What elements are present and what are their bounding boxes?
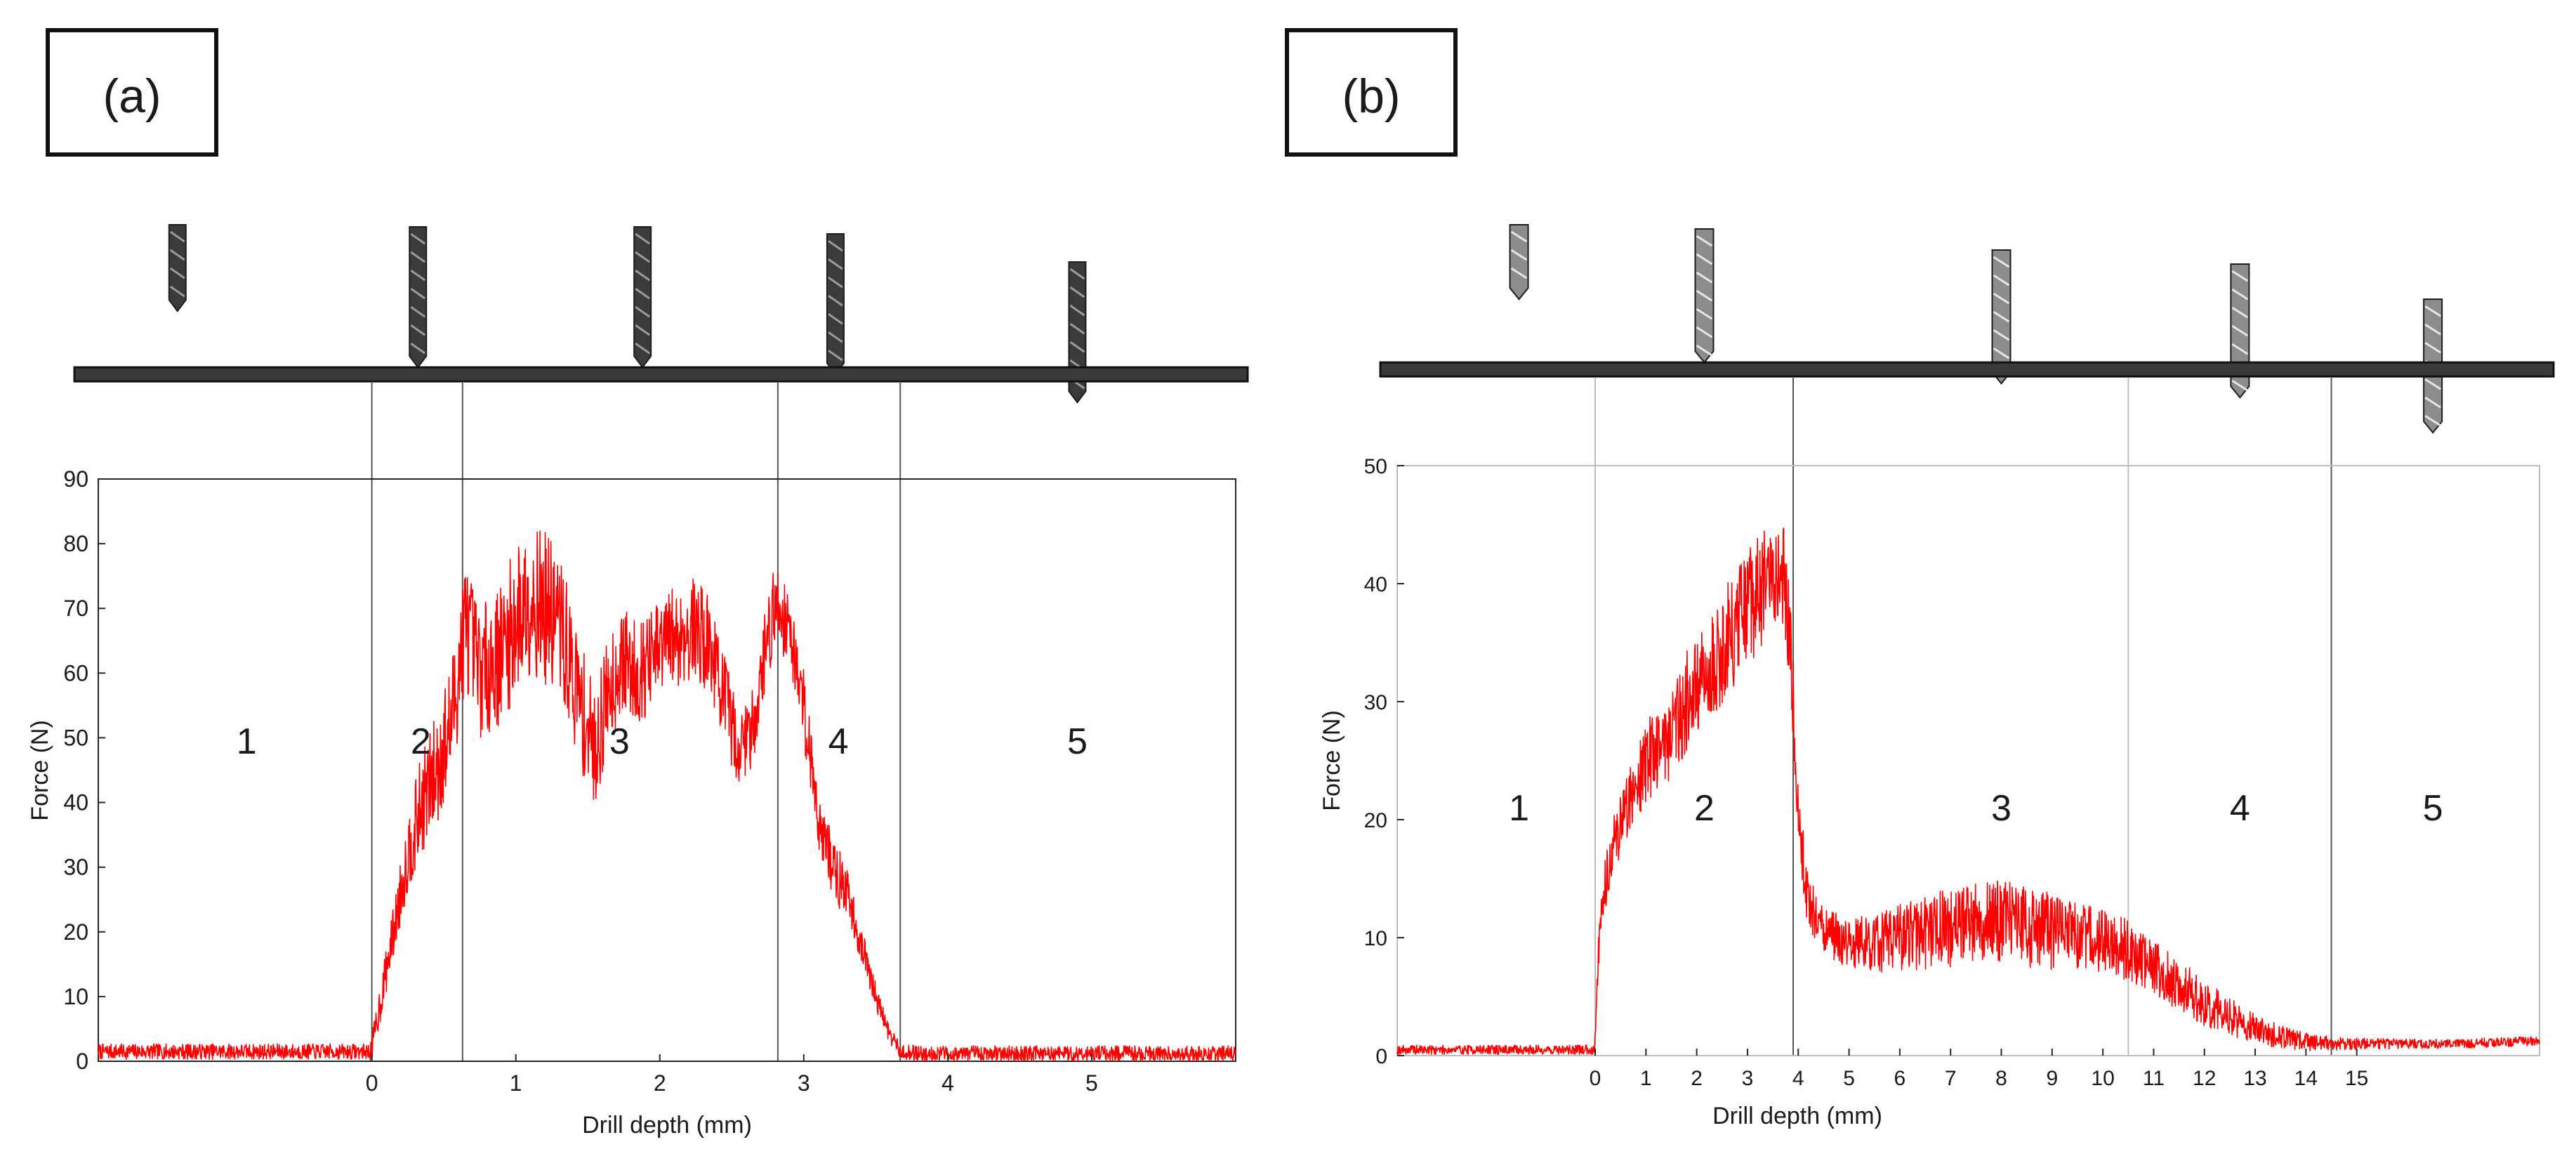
x-tick-label: 2 (1691, 1067, 1703, 1090)
stage-label: 4 (2230, 788, 2250, 829)
workpiece-plate-icon (73, 366, 1249, 383)
stage-label: 2 (1694, 788, 1715, 829)
stage-label: 2 (411, 721, 431, 762)
x-axis-label-a: Drill depth (mm) (582, 1112, 752, 1139)
y-tick-label: 50 (63, 725, 88, 750)
drill-bit-icon (1694, 228, 1715, 364)
x-tick-label: 12 (2193, 1067, 2216, 1090)
force-trace-line (98, 530, 1236, 1062)
workpiece-plate-icon (1379, 361, 2555, 378)
x-tick-label: 0 (1590, 1067, 1601, 1090)
x-tick-label: 15 (2345, 1067, 2368, 1090)
x-axis-ticks-b: 0 1 2 3 4 5 6 7 8 9 10 11 12 13 14 15 (1590, 1049, 2368, 1090)
plot-area-b (1396, 465, 2540, 1056)
x-tick-label: 5 (1843, 1067, 1855, 1090)
y-tick-label: 70 (63, 596, 88, 621)
drill-bit-icon (168, 224, 187, 313)
y-tick-label: 30 (63, 855, 88, 880)
panel-b-label-box (1285, 28, 1458, 157)
y-tick-label: 40 (63, 790, 88, 815)
x-tick-label: 0 (366, 1070, 378, 1096)
stage-label: 3 (1991, 788, 2012, 829)
stage-label: 1 (1509, 788, 1529, 829)
x-tick-label: 10 (2091, 1067, 2114, 1090)
x-tick-label: 4 (1792, 1067, 1804, 1090)
x-tick-label: 1 (1640, 1067, 1652, 1090)
stage-boundaries-a (371, 383, 901, 1061)
y-tick-label: 10 (63, 984, 88, 1009)
y-tick-label: 20 (1364, 809, 1387, 832)
y-tick-label: 0 (76, 1049, 88, 1074)
panel-a-label-box (46, 28, 218, 157)
y-tick-label: 20 (63, 919, 88, 945)
stage-labels-b: 1 2 3 4 5 (1509, 788, 2443, 829)
drill-illustration-b (1509, 224, 2443, 434)
y-tick-label: 10 (1364, 927, 1387, 950)
force-trace-a (98, 530, 1236, 1062)
stage-label: 3 (609, 721, 630, 762)
x-tick-label: 8 (1995, 1067, 2007, 1090)
y-tick-label: 0 (1375, 1045, 1387, 1068)
stage-label: 5 (1067, 721, 1088, 762)
x-tick-label: 3 (1742, 1067, 1754, 1090)
panel-b-label: (b) (1342, 70, 1400, 123)
x-tick-label: 3 (798, 1070, 810, 1096)
x-axis-ticks-a: 0 1 2 3 4 5 (366, 1054, 1098, 1096)
x-tick-label: 14 (2294, 1067, 2318, 1090)
stage-label: 4 (828, 721, 849, 762)
stage-label: 1 (237, 721, 257, 762)
panel-a-label: (a) (103, 70, 161, 123)
y-tick-label: 90 (63, 466, 88, 492)
x-axis-label-b: Drill depth (mm) (1712, 1103, 1882, 1129)
x-tick-label: 11 (2143, 1067, 2165, 1090)
x-tick-label: 6 (1894, 1067, 1906, 1090)
y-axis-label-a: Force (N) (27, 720, 53, 821)
stage-label: 5 (2423, 788, 2443, 829)
x-tick-label: 13 (2243, 1067, 2266, 1090)
force-trace-line (1396, 527, 2540, 1056)
y-tick-label: 60 (63, 660, 88, 686)
y-tick-label: 50 (1364, 455, 1387, 478)
plot-area-a (98, 478, 1236, 1062)
y-axis-ticks-a: 0 10 20 30 40 50 60 70 80 90 (63, 466, 105, 1074)
y-axis-label-b: Force (N) (1319, 710, 1345, 811)
x-tick-label: 4 (942, 1070, 954, 1096)
drill-bit-icon (1509, 224, 1529, 301)
x-tick-label: 7 (1945, 1067, 1957, 1090)
stage-labels-a: 1 2 3 4 5 (237, 721, 1088, 762)
force-trace-b (1396, 527, 2540, 1056)
drill-bit-icon (633, 226, 652, 369)
x-tick-label: 9 (2046, 1067, 2058, 1090)
x-tick-label: 2 (654, 1070, 666, 1096)
x-tick-label: 1 (510, 1070, 522, 1096)
x-tick-label: 5 (1085, 1070, 1098, 1096)
y-axis-ticks-b: 0 10 20 30 40 50 (1364, 455, 1404, 1068)
y-tick-label: 40 (1364, 573, 1387, 596)
drill-bit-icon (409, 226, 428, 369)
y-tick-label: 30 (1364, 691, 1387, 714)
panel-a: (a) 0 10 20 30 40 50 60 70 80 90 0 1 2 3 4 5 1 2 3 4 5 Dri… (27, 28, 1249, 1139)
drill-bit-icon (826, 233, 845, 376)
y-tick-label: 80 (63, 531, 88, 556)
